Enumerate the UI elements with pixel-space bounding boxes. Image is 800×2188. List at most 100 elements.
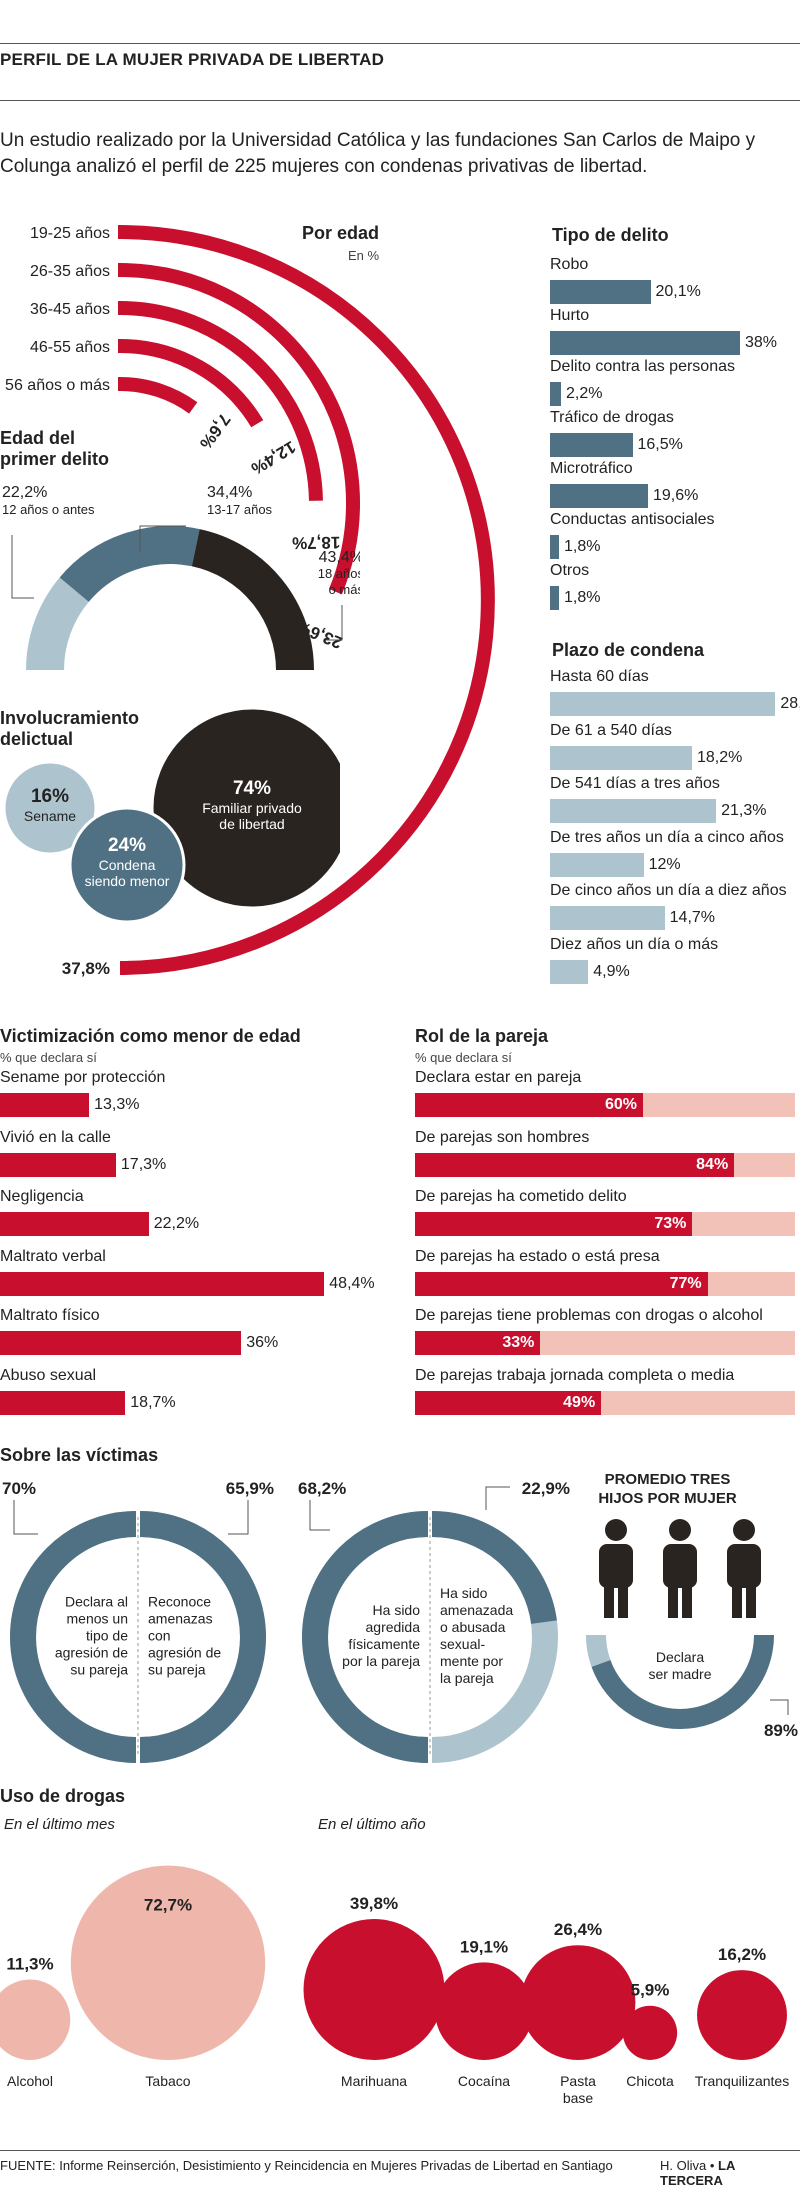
person-icon: [663, 1519, 697, 1618]
sentence-value-3: 12%: [648, 855, 681, 873]
victimization-label-3: Maltrato verbal: [0, 1247, 106, 1265]
partner-value-3: 77%: [669, 1274, 702, 1292]
victims-text-3-0: Ha sido: [440, 1585, 488, 1601]
involvement-label-0-0: Familiar privado: [202, 800, 302, 816]
victims-text-3-4: mente por: [440, 1653, 503, 1669]
first-crime-title-line1: Edad del: [0, 428, 76, 448]
victimization-label-4: Maltrato físico: [0, 1307, 100, 1324]
first-crime-label-1: 13-17 años: [207, 502, 273, 517]
age-value-0: 37,8%: [62, 959, 110, 978]
crime-value-5: 1,8%: [564, 538, 601, 555]
drug-year-bubble-3: [622, 2005, 678, 2060]
first-crime-leader-2: [326, 605, 343, 641]
victimization-label-2: Negligencia: [0, 1188, 84, 1205]
crime-bar-0: [550, 280, 651, 304]
victims-text-2-3: por la pareja: [342, 1653, 420, 1669]
victimization-value-5: 18,7%: [130, 1393, 176, 1411]
sentence-value-0: 28,9%: [780, 695, 800, 712]
children-arc-fg: [591, 1634, 774, 1729]
person-icon-leg-l-1: [668, 1580, 678, 1618]
victims-donut-fg-1: [139, 1511, 266, 1763]
victims-text-1-1: amenazas: [148, 1611, 213, 1627]
victims-text-1-3: agresión de: [148, 1645, 221, 1661]
crime-bar-4: [550, 484, 648, 508]
victimization-label-0: Sename por protección: [0, 1069, 166, 1086]
title-rule: [0, 100, 800, 101]
drug-year-label-3: Chicota: [626, 2073, 674, 2089]
person-icon-body-0: [599, 1544, 633, 1588]
victimization-bar-2: [0, 1212, 149, 1236]
crime-label-2: Delito contra las personas: [550, 358, 735, 375]
victims-pct-0: 70%: [2, 1479, 36, 1498]
victims-donut-fg-3: [431, 1511, 557, 1625]
partner-value-5: 49%: [563, 1393, 596, 1411]
involvement-bubble-1: [2, 760, 98, 856]
sentence-value-1: 18,2%: [696, 748, 743, 766]
involvement-pct-1: 16%: [31, 786, 69, 807]
first-crime-label-2b: o más: [329, 582, 360, 597]
person-icon-leg-r-1: [682, 1580, 692, 1618]
partner-bar-5: [415, 1390, 602, 1415]
intro-text: Un estudio realizado por la Universidad …: [0, 130, 756, 177]
crime-label-1: Hurto: [550, 307, 590, 324]
crime-label-6: Otros: [550, 562, 590, 579]
partner-title: Rol de la pareja: [415, 1026, 549, 1046]
first-crime-semi-donut: 22,2%12 años o antes 34,4%13-17 años 43,4%…: [2, 484, 360, 671]
sentence-bar-1: [550, 745, 692, 770]
drugs-title: Uso de drogas: [0, 1786, 126, 1806]
age-ring-2: [119, 301, 323, 501]
drug-year-bubble-1: [435, 1962, 533, 2060]
partner-value-0: 60%: [604, 1096, 637, 1113]
person-icon-leg-r-0: [618, 1580, 628, 1618]
first-crime-pct-1: 34,4%: [207, 484, 252, 501]
age-ring-1: [119, 263, 360, 595]
first-crime-segment-0: [26, 577, 90, 671]
victims-donut-fg-0: [10, 1511, 137, 1763]
partner-value-4: 33%: [502, 1334, 535, 1351]
age-value-4: 7,6%: [196, 410, 234, 452]
drug-year-value-3: 5,9%: [631, 1981, 670, 2000]
first-crime-pct-0: 22,2%: [2, 484, 47, 501]
sentence-value-2: 21,3%: [721, 802, 767, 819]
sentence-value-4: 14,7%: [669, 909, 716, 926]
victims-pct-2: 68,2%: [298, 1479, 346, 1498]
victimization-label-1: Vivió en la calle: [0, 1128, 111, 1146]
victimization-value-0: 13,3%: [94, 1096, 140, 1113]
drug-year-bubble-2: [520, 1945, 636, 2060]
drug-year-bubble-4: [697, 1970, 787, 2060]
first-crime-label-0: 12 años o antes: [2, 502, 95, 517]
victims-text-1-4: su pareja: [148, 1662, 206, 1678]
crime-value-6: 1,8%: [564, 589, 601, 606]
crime-bar-3: [550, 433, 633, 457]
person-icon-head-2: [733, 1519, 755, 1541]
person-icon: [727, 1519, 761, 1618]
first-crime-title-line2: primer delito: [0, 449, 110, 469]
age-label-1: 26-35 años: [30, 263, 110, 280]
sentence-bar-2: [550, 799, 717, 823]
victims-text-0-1: menos un: [67, 1611, 128, 1627]
drug-month-value-0: 11,3%: [6, 1955, 53, 1974]
person-icon-leg-l-0: [604, 1580, 614, 1618]
children-title-line2: HIJOS POR MUJER: [598, 1490, 737, 1507]
victimization-value-1: 17,3%: [120, 1155, 167, 1173]
victims-title: Sobre las víctimas: [0, 1445, 159, 1465]
age-ring-3: [119, 339, 264, 428]
first-crime-leader-1: [139, 525, 186, 552]
drug-month-bubble-0: [0, 1979, 71, 2060]
footer-credit-author: H. Oliva •: [660, 2158, 715, 2173]
involvement-title: Involucramiento delictual: [0, 708, 139, 750]
sentence-title: Plazo de condena: [552, 640, 705, 660]
sentence-label-4: De cinco años un día a diez años: [550, 882, 787, 899]
drugs-year-label: En el último año: [318, 1816, 426, 1833]
first-crime-title: Edad del primer delito: [0, 428, 109, 470]
involvement-label-0-1: de libertad: [219, 816, 284, 832]
victims-text-3-2: o abusada: [440, 1619, 506, 1635]
partner-value-2: 73%: [654, 1215, 687, 1232]
involvement-bubble-0: [150, 706, 340, 910]
drug-year-label-1: Cocaína: [458, 2073, 510, 2089]
footer-credit: H. Oliva • LA TERCERA: [660, 2158, 800, 2188]
victims-pct-3: 22,9%: [522, 1479, 570, 1498]
drug-year-label-4: Tranquilizantes: [695, 2073, 789, 2089]
